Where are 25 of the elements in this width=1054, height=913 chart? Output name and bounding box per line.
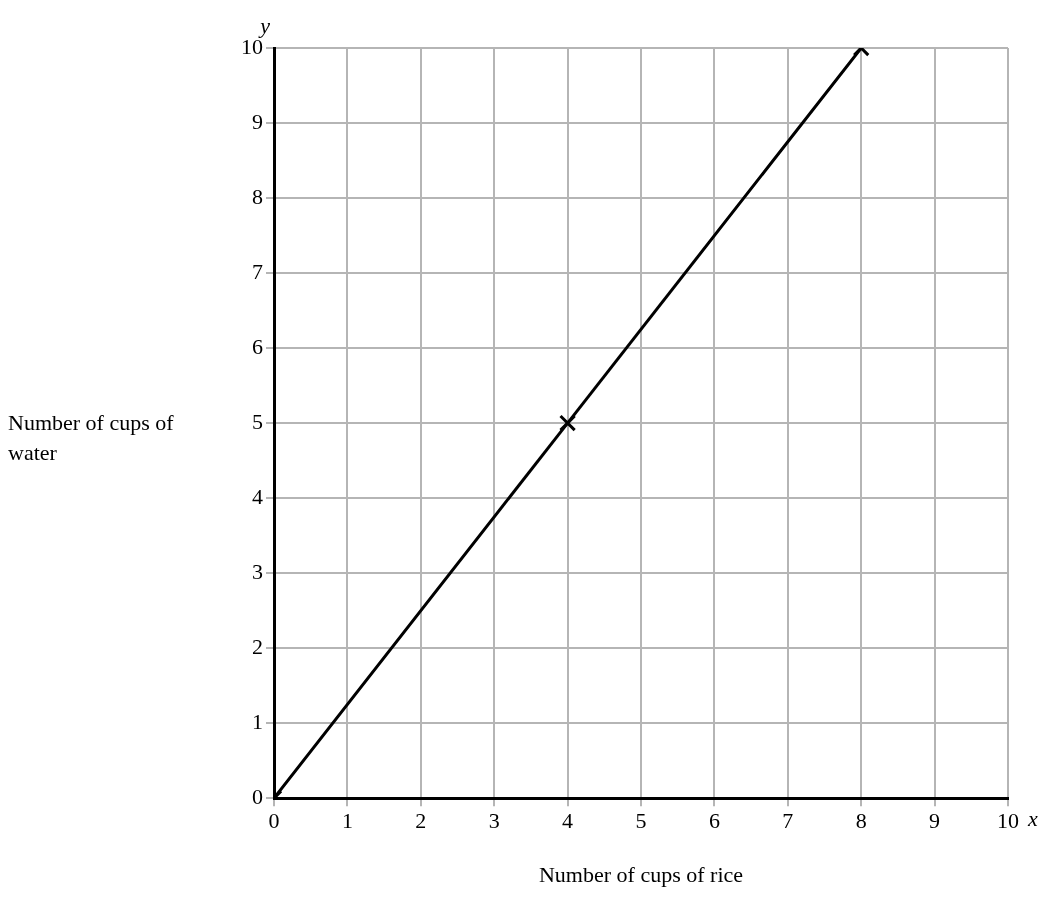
y-tick-label: 3	[252, 558, 263, 584]
text: x	[1027, 805, 1038, 831]
x-tick-label: 3	[488, 808, 500, 834]
y-tick-label: 8	[252, 183, 263, 209]
x-tick-label: 5	[635, 808, 647, 834]
x-tick-label: 8	[855, 808, 867, 834]
x-tick-label: 9	[929, 808, 941, 834]
x-tick-label: 0	[268, 808, 280, 834]
y-tick-label: 7	[252, 258, 263, 284]
x-axis-title: Number of cups of rice	[538, 861, 744, 887]
x-tick-label: 4	[562, 808, 574, 834]
x-tick-label: 2	[415, 808, 427, 834]
y-tick-label: 4	[252, 483, 263, 509]
y-tick-label: 6	[252, 333, 263, 359]
y-tick-label: 5	[252, 408, 263, 434]
x-tick-label: 1	[341, 808, 353, 834]
x-tick-label: 10	[997, 808, 1019, 834]
y-tick-label: 2	[252, 633, 263, 659]
text: y	[258, 12, 271, 38]
y-tick-label: 9	[252, 108, 263, 134]
x-tick-label: 7	[782, 808, 794, 834]
y-tick-label: 1	[252, 708, 263, 734]
x-tick-label: 6	[708, 808, 720, 834]
y-axis-title: Number of cups of water	[8, 409, 175, 467]
y-tick-label: 0	[252, 783, 263, 809]
